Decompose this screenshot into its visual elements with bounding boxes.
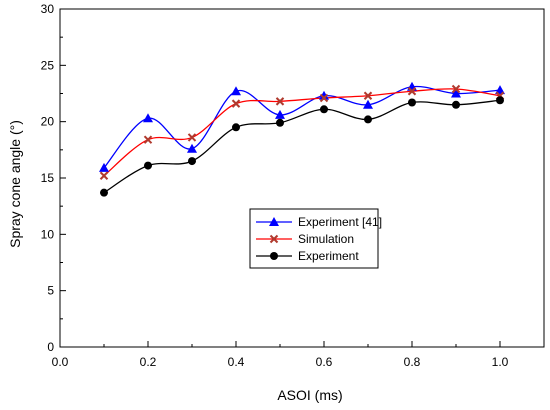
x-marker-stroke (231, 99, 241, 108)
data-point (188, 157, 196, 166)
data-point (408, 98, 416, 107)
x-tick-label: 0.6 (316, 355, 333, 369)
x-marker-stroke (363, 91, 373, 100)
x-marker-stroke (275, 97, 285, 106)
data-point (143, 135, 153, 144)
x-tick-label: 0.4 (228, 355, 245, 369)
data-point (99, 162, 109, 172)
x-tick-label: 0.2 (140, 355, 157, 369)
plot-area: 0 5 10 15 20 25 30 0.0 0.2 0.4 0.6 0.8 1.0 Experiment… (41, 2, 545, 369)
y-tick-label: 10 (41, 227, 55, 241)
x-marker-stroke (269, 234, 279, 244)
x-marker-stroke (451, 84, 461, 94)
y-tick-label: 15 (41, 171, 55, 185)
y-axis-label: Spray cone angle (°) (7, 120, 23, 248)
data-point (276, 118, 284, 127)
data-point (143, 113, 153, 123)
data-point (231, 86, 241, 96)
y-tick-label: 5 (47, 284, 54, 298)
legend-item: Simulation (256, 232, 354, 246)
data-point (187, 133, 197, 142)
plot-frame (59, 8, 545, 348)
data-point (363, 91, 373, 100)
y-tick-label: 25 (41, 58, 55, 72)
legend-marker (269, 234, 279, 244)
data-point (364, 115, 372, 124)
data-point (144, 161, 152, 170)
x-axis-label: ASOI (ms) (277, 387, 342, 403)
data-point (232, 123, 240, 132)
x-marker-stroke (319, 93, 329, 103)
legend-marker (269, 217, 279, 226)
x-marker-stroke (99, 171, 109, 180)
legend-item: Experiment [41] (256, 215, 382, 229)
data-point (99, 171, 109, 180)
legend-label: Simulation (298, 232, 354, 246)
x-tick-label: 1.0 (492, 355, 509, 369)
legend-item: Experiment (256, 249, 359, 263)
data-point (319, 93, 329, 103)
data-point (231, 99, 241, 108)
data-point (275, 97, 285, 106)
x-tick-label: 0.8 (404, 355, 421, 369)
y-tick-label: 0 (47, 340, 54, 354)
legend: Experiment [41] Simulation Experiment (249, 208, 382, 269)
series-line-0 (103, 85, 501, 169)
data-point (100, 188, 108, 197)
data-point (496, 96, 504, 105)
data-point (451, 88, 461, 98)
data-point (275, 109, 285, 119)
y-tick-label: 20 (41, 115, 55, 129)
x-tick-label: 0.0 (52, 355, 69, 369)
legend-label: Experiment [41] (298, 215, 382, 229)
data-point (451, 84, 461, 94)
x-marker-stroke (143, 135, 153, 144)
x-marker-stroke (187, 133, 197, 142)
data-point (363, 99, 373, 109)
data-point (320, 105, 328, 114)
data-point (452, 100, 460, 109)
data-point (319, 90, 329, 100)
data-point (407, 87, 417, 96)
data-point (187, 143, 197, 153)
y-tick-label: 30 (41, 2, 55, 16)
x-marker-stroke (407, 87, 417, 96)
series-line-2 (103, 99, 501, 194)
legend-label: Experiment (298, 249, 359, 263)
legend-marker (270, 252, 278, 260)
series-line-1 (103, 88, 501, 177)
